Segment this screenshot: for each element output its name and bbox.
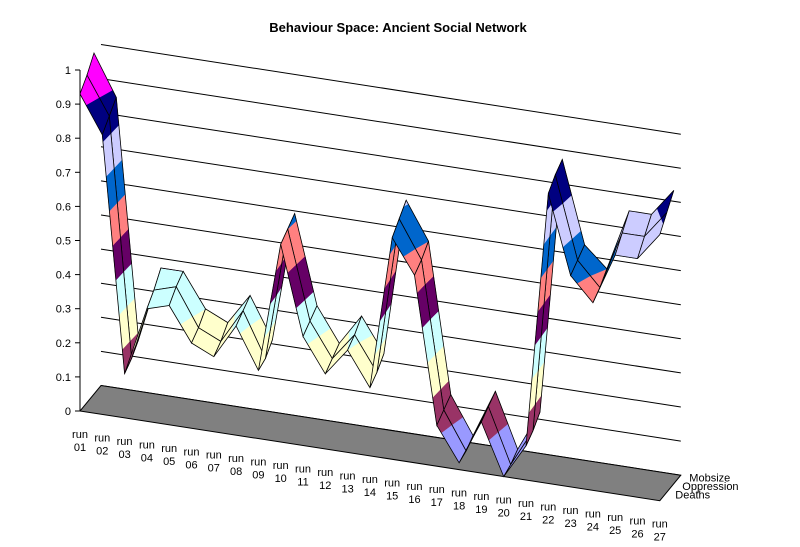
- chart-title: Behaviour Space: Ancient Social Network: [269, 20, 527, 35]
- series-label: Deaths: [675, 489, 710, 501]
- chart-floor: [79, 384, 682, 502]
- x-tick-label: run 27: [652, 519, 668, 544]
- x-tick-label: run 06: [184, 446, 200, 471]
- x-tick-label: run 20: [496, 495, 512, 520]
- y-tick-label: 0.6: [56, 201, 71, 213]
- x-tick-label: run 09: [250, 457, 266, 482]
- series-label: Mobsize: [689, 472, 730, 484]
- x-tick-label: run 15: [384, 477, 400, 502]
- y-tick-label: 0.7: [56, 167, 71, 179]
- x-tick-label: run 11: [295, 464, 311, 489]
- y-tick-label: 0.8: [56, 133, 71, 145]
- x-axis: run 01 run 02 run 03 run 04 run 05 run 06 run 07 run 08…: [72, 429, 668, 544]
- x-tick-label: run 18: [451, 488, 467, 513]
- floor: [79, 384, 682, 502]
- x-tick-label: run 23: [563, 505, 579, 530]
- x-tick-label: run 10: [273, 460, 289, 485]
- x-tick-label: run 14: [362, 474, 378, 499]
- gridline: [100, 44, 681, 135]
- surface: [79, 51, 675, 478]
- gridline: [100, 78, 681, 169]
- gridline: [100, 112, 681, 203]
- y-tick-label: 1: [65, 65, 71, 77]
- x-tick-label: run 02: [94, 432, 110, 457]
- y-tick-label: 0.1: [56, 372, 71, 384]
- series-label: Oppression: [682, 481, 738, 493]
- gridline: [100, 350, 681, 442]
- x-tick-label: run 19: [473, 491, 489, 516]
- y-tick-label: 0.5: [56, 236, 71, 248]
- x-tick-label: run 04: [139, 439, 155, 464]
- x-tick-label: run 12: [317, 467, 333, 492]
- x-tick-label: run 16: [407, 481, 423, 506]
- x-tick-label: run 05: [161, 443, 177, 468]
- x-tick-label: run 25: [607, 512, 623, 537]
- x-tick-label: run 17: [429, 484, 445, 509]
- x-tick-label: run 21: [518, 498, 534, 523]
- surface-cell-edge: [637, 212, 668, 259]
- y-tick-label: 0.3: [56, 304, 71, 316]
- y-tick-label: 0.4: [56, 270, 71, 282]
- gridline: [100, 146, 681, 237]
- x-tick-label: run 03: [117, 436, 133, 461]
- x-tick-label: run 07: [206, 450, 222, 475]
- y-tick-label: 0.9: [56, 99, 71, 111]
- x-tick-label: run 26: [630, 515, 646, 540]
- x-tick-label: run 01: [72, 429, 88, 454]
- x-tick-label: run 08: [228, 453, 244, 478]
- y-tick-label: 0: [65, 406, 71, 418]
- x-tick-label: run 13: [340, 470, 356, 495]
- y-axis: 0 0.1 0.2 0.3 0.4 0.5 0.6 0.7 0.8 0.9 1: [56, 65, 81, 418]
- y-tick-label: 0.2: [56, 338, 71, 350]
- x-tick-label: run 22: [540, 501, 556, 526]
- x-tick-label: run 24: [585, 508, 601, 533]
